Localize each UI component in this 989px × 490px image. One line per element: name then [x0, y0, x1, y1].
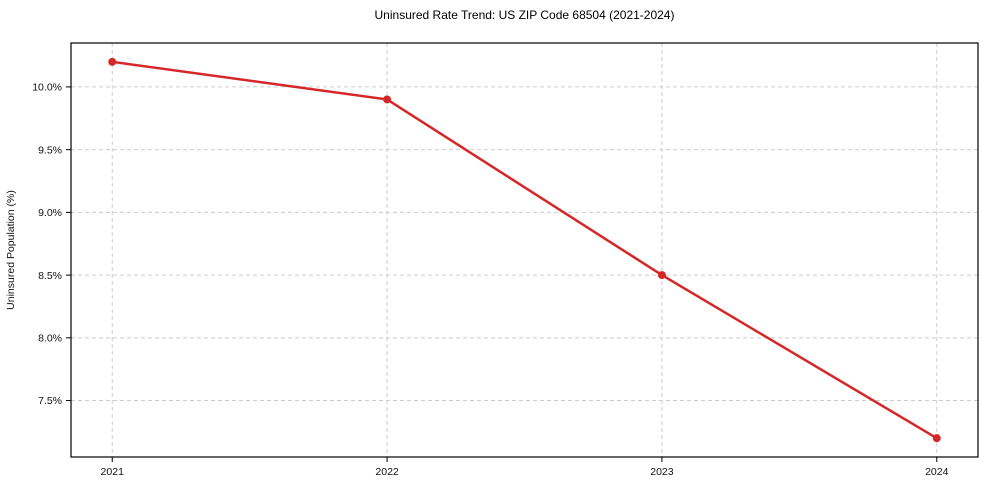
chart-title: Uninsured Rate Trend: US ZIP Code 68504 …: [375, 8, 675, 22]
data-point: [383, 95, 392, 104]
y-tick-label: 8.5%: [38, 270, 62, 282]
y-axis-label: Uninsured Population (%): [5, 190, 17, 310]
tick-layer: [66, 86, 938, 462]
x-tick-label: 2022: [375, 466, 399, 478]
data-point: [108, 57, 117, 66]
y-tick-label: 10.0%: [32, 82, 62, 94]
trend-line: [110, 60, 939, 440]
data-point: [657, 271, 666, 280]
plot-border: [70, 42, 979, 458]
x-tick-label: 2023: [650, 466, 674, 478]
x-tick-label: 2021: [101, 466, 125, 478]
series-layer: [108, 57, 941, 443]
y-tick-label: 8.0%: [38, 332, 62, 344]
y-tick-label: 9.5%: [38, 144, 62, 156]
grid-layer: [71, 43, 978, 457]
label-layer: 7.5% 8.0% 8.5% 9.0% 9.5% 10.0% 2021 2022 2023 202…: [32, 82, 948, 478]
y-tick-label: 7.5%: [38, 395, 62, 407]
x-tick-label: 2024: [925, 466, 949, 478]
data-point: [932, 434, 941, 443]
y-tick-label: 9.0%: [38, 207, 62, 219]
